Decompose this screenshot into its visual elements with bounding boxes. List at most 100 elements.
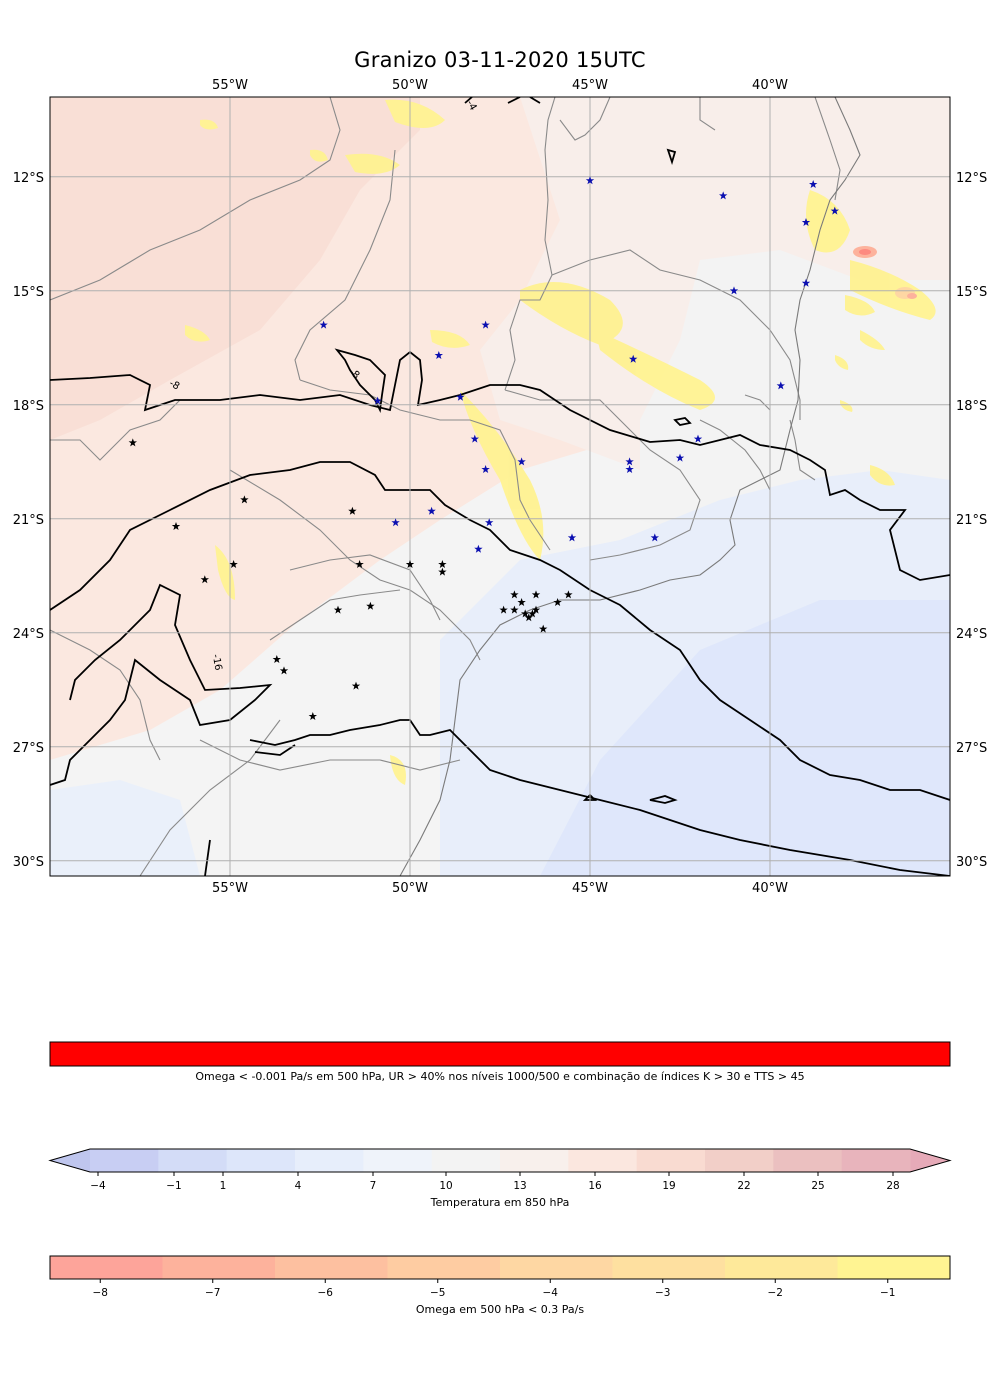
temperature-field-warmer-northwest <box>50 97 420 440</box>
lon-tick-label-bottom: 40°W <box>752 881 788 896</box>
omega-colorbar-tick-label: −3 <box>655 1287 670 1299</box>
omega-colorbar-segment <box>387 1256 501 1279</box>
lat-tick-label-left: 12°S <box>13 171 44 186</box>
omega-patches <box>185 99 936 785</box>
lat-tick-label-left: 21°S <box>13 513 44 528</box>
hail-colorbar-label: Omega < -0.001 Pa/s em 500 hPa, UR > 40%… <box>195 1070 805 1083</box>
omega-colorbar-segment <box>500 1256 613 1279</box>
contour-label-minus-8-a: -8 <box>167 378 181 393</box>
temperature-field-cooler-ocean <box>540 600 950 876</box>
coastline <box>399 97 861 876</box>
map-frame <box>49 96 951 877</box>
state-borders <box>50 97 841 876</box>
lat-tick-label-left: 24°S <box>13 627 44 642</box>
temperature-colorbar-tick-label: 25 <box>811 1180 824 1192</box>
lon-tick-label-bottom: 45°W <box>572 881 608 896</box>
omega-colorbar-segment <box>275 1256 388 1279</box>
lon-tick-label-top: 45°W <box>572 78 608 93</box>
omega-colorbar-tick-label: −2 <box>768 1287 783 1299</box>
lon-tick-label-bottom: 55°W <box>212 881 248 896</box>
contour-north-bits <box>464 97 541 104</box>
temperature-colorbar-ticks: −4 −1 1 4 7 10 13 16 19 22 25 28 <box>90 1172 900 1192</box>
contour-south-left <box>204 839 211 876</box>
omega-colorbar-segment <box>837 1256 951 1279</box>
temperature-colorbar-outline <box>48 1148 952 1173</box>
temperature-colorbar-label: Temperatura em 850 hPa <box>430 1196 570 1209</box>
temperature-colorbar-segment <box>705 1149 774 1172</box>
temperature-colorbar-tick-label: 4 <box>295 1180 302 1192</box>
lon-tick-label-top: 40°W <box>752 78 788 93</box>
lat-tick-label-right: 21°S <box>956 513 987 528</box>
map-title: Granizo 03-11-2020 15UTC <box>354 48 646 72</box>
contour-minus-16-inner <box>50 583 273 786</box>
omega-colorbar-segment <box>162 1256 276 1279</box>
temperature-colorbar-segment <box>773 1149 843 1172</box>
lat-tick-label-right: 18°S <box>956 399 987 414</box>
temperature-colorbar-segment <box>500 1149 569 1172</box>
omega-colorbar <box>49 1255 951 1280</box>
temperature-colorbar-tick-label: 28 <box>886 1180 899 1192</box>
temperature-colorbar-segment <box>568 1149 638 1172</box>
map-area: -8 -8 -16 -4 <box>50 97 950 876</box>
contour-ocean-loop-1 <box>673 417 692 426</box>
temperature-colorbar-segment <box>158 1149 228 1172</box>
omega-colorbar-tick-label: −1 <box>880 1287 895 1299</box>
omega-colorbar-tick-label: −4 <box>543 1287 559 1299</box>
lon-tick-label-bottom: 50°W <box>392 881 428 896</box>
temperature-colorbar-tick-label: 7 <box>370 1180 377 1192</box>
contour-north-small <box>666 148 677 165</box>
hail-colorbar <box>49 1041 951 1067</box>
lat-tick-label-right: 27°S <box>956 741 987 756</box>
contour-label-minus-4: -4 <box>464 99 479 113</box>
temperature-colorbar-segment <box>226 1149 296 1172</box>
lat-tick-label-right: 15°S <box>956 285 987 300</box>
temperature-colorbar-extend-high <box>910 1149 950 1172</box>
gridlines <box>50 97 950 876</box>
temperature-colorbar-segment <box>841 1149 911 1172</box>
omega-colorbar-segment <box>50 1256 163 1279</box>
omega-strong-patch <box>853 246 917 299</box>
contour-south-hook <box>254 744 296 756</box>
axis-ticks: 55°W 55°W 50°W 50°W 45°W 45°W 40°W 40°W 12°S 12°S… <box>13 78 988 896</box>
temperature-colorbar-segment <box>295 1149 364 1172</box>
lon-tick-label-top: 55°W <box>212 78 248 93</box>
lat-tick-label-left: 15°S <box>13 285 44 300</box>
temperature-colorbar-tick-label: 16 <box>588 1180 602 1192</box>
omega-colorbar-tick-label: −7 <box>205 1287 220 1299</box>
temperature-colorbar-tick-label: 22 <box>737 1180 750 1192</box>
omega-colorbar-ticks: −8 −7 −6 −5 −4 −3 −2 −1 <box>93 1279 895 1299</box>
contour-minus-8-loop <box>334 348 386 414</box>
temperature-colorbar <box>48 1148 952 1173</box>
contour-minus-8 <box>50 350 950 581</box>
temperature-colorbar-tick-label: 1 <box>220 1180 227 1192</box>
omega-colorbar-tick-label: −5 <box>430 1287 445 1299</box>
temperature-colorbar-tick-label: −4 <box>90 1180 106 1192</box>
temperature-colorbar-extend-low <box>50 1149 90 1172</box>
omega-colorbar-segment <box>725 1256 838 1279</box>
omega-colorbar-tick-label: −6 <box>318 1287 334 1299</box>
temperature-colorbar-segment <box>431 1149 501 1172</box>
temperature-colorbar-segment <box>90 1149 159 1172</box>
lat-tick-label-left: 18°S <box>13 399 44 414</box>
omega-colorbar-outline <box>49 1255 951 1280</box>
temperature-colorbar-tick-label: 13 <box>513 1180 526 1192</box>
temperature-field-cool-southwest <box>50 780 200 876</box>
lon-tick-label-top: 50°W <box>392 78 428 93</box>
temperature-colorbar-tick-label: −1 <box>166 1180 181 1192</box>
temperature-colorbar-segment <box>636 1149 706 1172</box>
lat-tick-label-right: 24°S <box>956 627 987 642</box>
temperature-colorbar-segment <box>363 1149 433 1172</box>
contour-south <box>249 719 950 876</box>
contour-label-minus-16: -16 <box>210 653 224 671</box>
omega-colorbar-tick-label: −8 <box>93 1287 108 1299</box>
lat-tick-label-right: 30°S <box>956 855 987 870</box>
lat-tick-label-left: 30°S <box>13 855 44 870</box>
omega-colorbar-segment <box>612 1256 726 1279</box>
temperature-colorbar-tick-label: 19 <box>662 1180 675 1192</box>
contour-ocean-loop-2 <box>649 795 678 804</box>
temperature-colorbar-tick-label: 10 <box>439 1180 452 1192</box>
omega-colorbar-label: Omega em 500 hPa < 0.3 Pa/s <box>415 1303 585 1316</box>
lat-tick-label-left: 27°S <box>13 741 44 756</box>
lat-tick-label-right: 12°S <box>956 171 987 186</box>
